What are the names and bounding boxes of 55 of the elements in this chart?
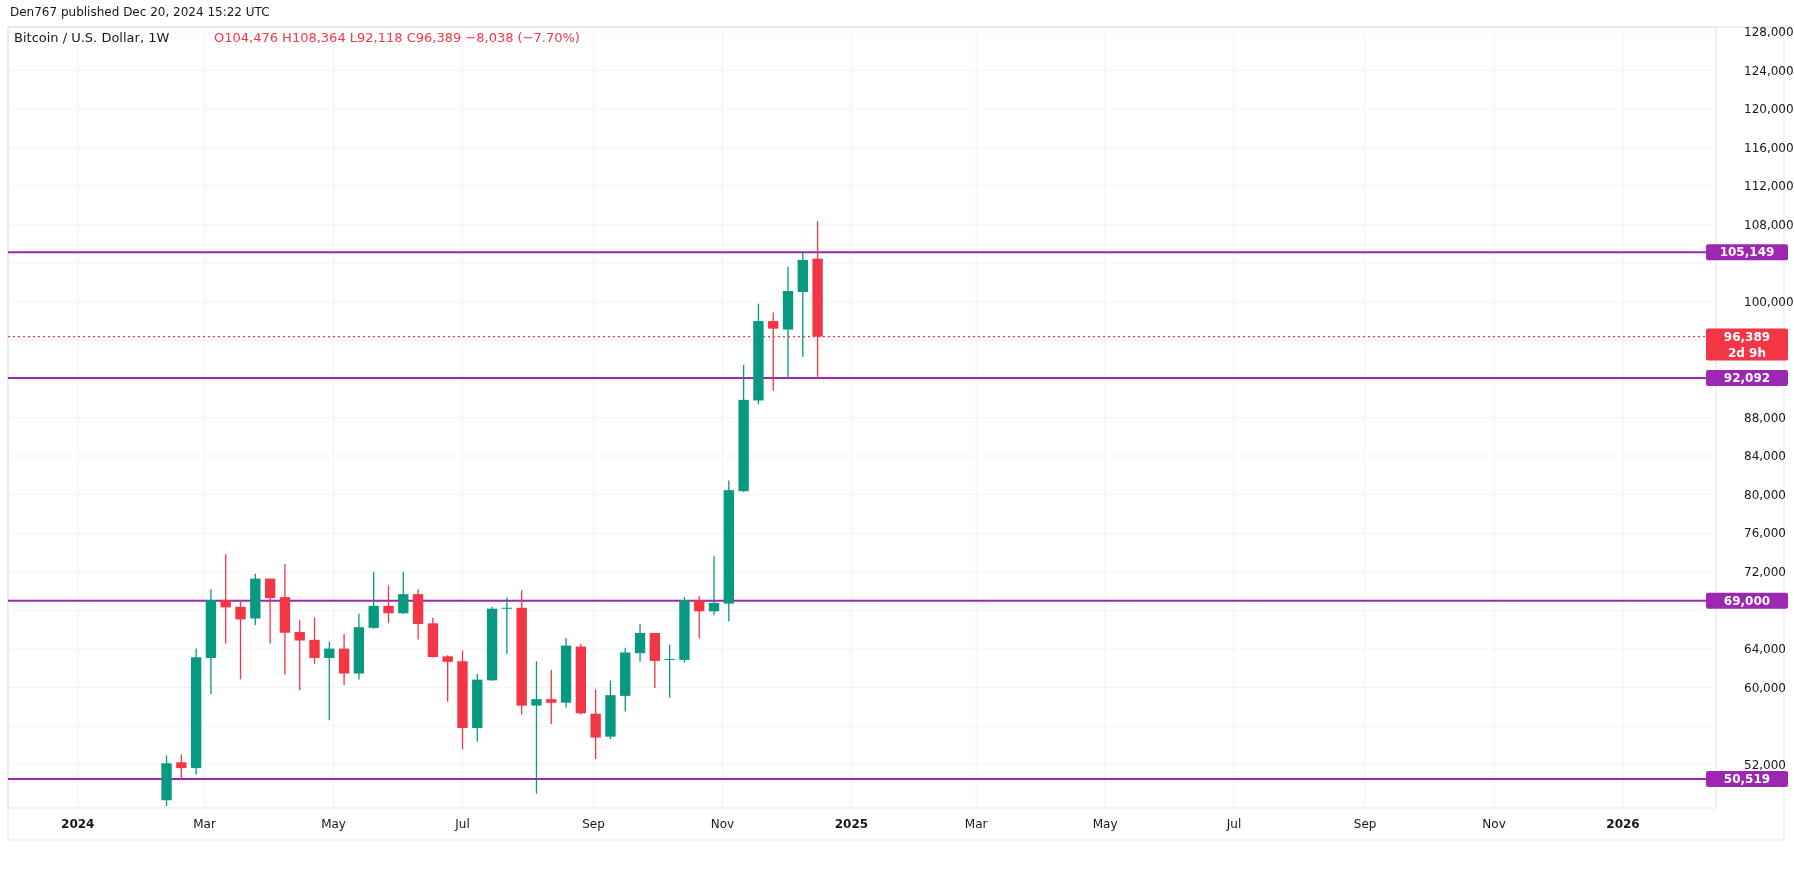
- candlestick: [546, 669, 557, 725]
- x-tick-label: Nov: [710, 817, 735, 831]
- ref-line-label: 69,000: [1723, 593, 1771, 608]
- y-tick-label: 100,000: [1744, 295, 1794, 309]
- candlestick: [176, 753, 187, 780]
- x-tick-label: Jul: [1225, 817, 1242, 831]
- candlestick: [694, 595, 705, 640]
- y-tick-label: 112,000: [1744, 179, 1794, 194]
- y-tick-label: 124,000: [1744, 63, 1794, 78]
- y-tick-label: 116,000: [1744, 140, 1794, 155]
- y-tick-label: 72,000: [1744, 564, 1786, 579]
- y-tick-label: 52,000: [1744, 757, 1786, 772]
- x-tick-label: May: [321, 817, 346, 831]
- x-tick-label: Mar: [193, 817, 216, 831]
- chart-title: Bitcoin / U.S. Dollar, 1W: [14, 30, 170, 45]
- candlestick: [664, 644, 675, 699]
- y-tick-label: 128,000: [1744, 25, 1794, 40]
- candlestick: [708, 555, 720, 616]
- ref-line-label: 96,389 2d 9h: [1723, 329, 1771, 360]
- x-tick-label: Mar: [964, 817, 988, 831]
- ref-line-label: 50,519: [1723, 772, 1771, 787]
- x-tick-label: May: [1092, 817, 1118, 831]
- candlestick: [264, 577, 276, 645]
- candlestick: [398, 571, 409, 615]
- x-tick-label: Sep: [582, 817, 605, 831]
- candlestick: [634, 623, 646, 663]
- x-tick-label: 2024: [61, 817, 95, 831]
- candlestick: [220, 553, 231, 645]
- x-tick-label: 2025: [834, 817, 869, 831]
- x-tick-label: Nov: [1482, 817, 1506, 831]
- y-tick-label: 76,000: [1744, 526, 1786, 541]
- y-tick-label: 64,000: [1744, 642, 1786, 657]
- candlestick: [383, 584, 394, 624]
- candlestick: [590, 688, 601, 760]
- candlestick: [531, 660, 542, 795]
- candlestick: [235, 601, 246, 681]
- x-tick-label: Jul: [454, 817, 470, 831]
- x-tick-label: Sep: [1353, 817, 1377, 831]
- candlestick: [442, 654, 453, 703]
- candlestick: [294, 619, 305, 692]
- candlestick: [368, 571, 379, 630]
- candlestick: [501, 596, 513, 655]
- y-tick-label: 120,000: [1744, 102, 1794, 117]
- chart-subtitle: O104,476 H108,364 L92,118 C96,389 −8,038 (−7.70%): [214, 30, 580, 45]
- ref-line-label: 92,092: [1723, 371, 1771, 386]
- y-tick-label: 80,000: [1744, 487, 1786, 502]
- y-tick-label: 108,000: [1744, 217, 1794, 232]
- candlestick: [324, 641, 335, 721]
- y-tick-label: 60,000: [1744, 680, 1786, 695]
- ref-line-label: 105,149: [1719, 245, 1775, 260]
- x-tick-label: 2026: [1606, 817, 1640, 831]
- y-tick-label: 84,000: [1744, 449, 1786, 464]
- candlestick: [309, 616, 320, 665]
- text: Den767 published Dec 20, 2024 15:22 UTC: [10, 5, 270, 19]
- y-tick-label: 88,000: [1744, 410, 1786, 425]
